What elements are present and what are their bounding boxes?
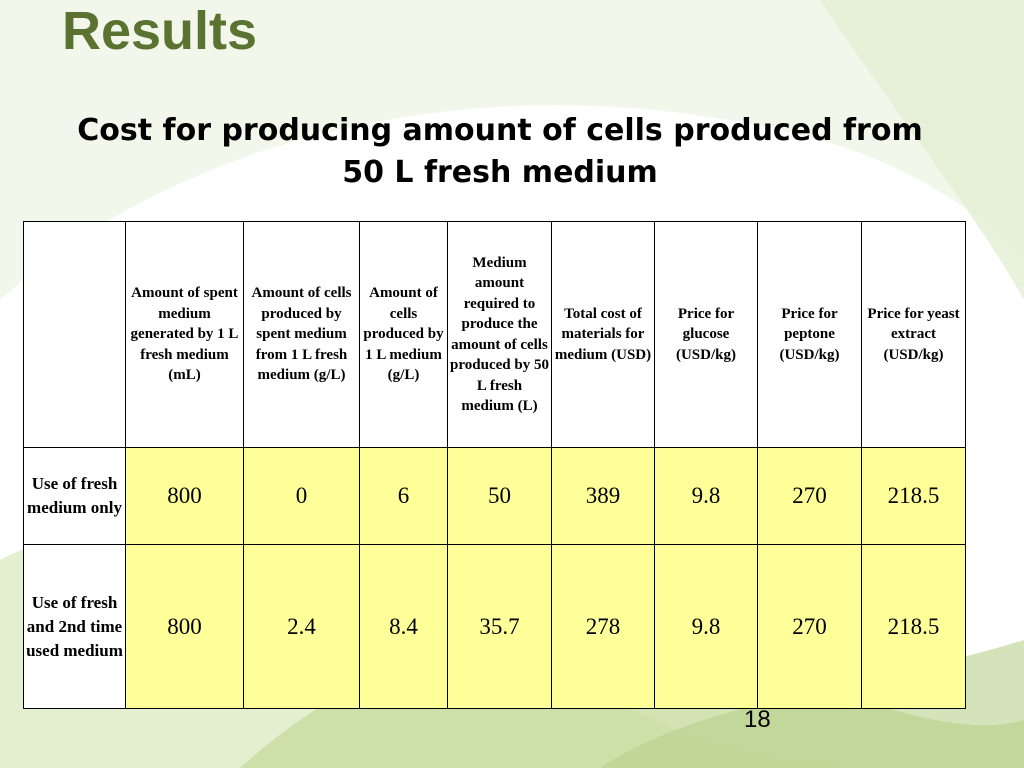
table-header-row: Amount of spent medium generated by 1 L …	[23, 221, 966, 448]
table-cell: 270	[757, 447, 862, 545]
subtitle-line-2: 50 L fresh medium	[342, 155, 658, 190]
table-cell: 218.5	[861, 447, 966, 545]
results-table: Amount of spent medium generated by 1 L …	[23, 221, 966, 709]
table-cell: 800	[125, 447, 244, 545]
table-cell: 8.4	[359, 544, 448, 709]
table-cell: 6	[359, 447, 448, 545]
table-cell: 218.5	[861, 544, 966, 709]
slide-subtitle: Cost for producing amount of cells produ…	[60, 110, 940, 194]
table-cell: 9.8	[654, 544, 758, 709]
table-cell: 800	[125, 544, 244, 709]
header-yeast-extract-price: Price for yeast extract (USD/kg)	[861, 221, 966, 448]
table-cell: 50	[447, 447, 552, 545]
table-cell: 389	[551, 447, 655, 545]
header-total-cost: Total cost of materials for medium (USD)	[551, 221, 655, 448]
table-cell: 0	[243, 447, 360, 545]
row-label: Use of fresh medium only	[23, 447, 126, 545]
table-row: Use of fresh medium only 800 0 6 50 389 …	[23, 447, 966, 545]
table-cell: 278	[551, 544, 655, 709]
header-spent-medium-amount: Amount of spent medium generated by 1 L …	[125, 221, 244, 448]
slide-title: Results	[62, 1, 258, 61]
table-row: Use of fresh and 2nd time used medium 80…	[23, 544, 966, 709]
header-peptone-price: Price for peptone (USD/kg)	[757, 221, 862, 448]
table-cell: 9.8	[654, 447, 758, 545]
header-cell-corner	[23, 221, 126, 448]
header-glucose-price: Price for glucose (USD/kg)	[654, 221, 758, 448]
table-cell: 35.7	[447, 544, 552, 709]
subtitle-line-1: Cost for producing amount of cells produ…	[77, 113, 923, 148]
row-label: Use of fresh and 2nd time used medium	[23, 544, 126, 709]
table-cell: 2.4	[243, 544, 360, 709]
table-cell: 270	[757, 544, 862, 709]
header-cells-from-spent-medium: Amount of cells produced by spent medium…	[243, 221, 360, 448]
page-number: 18	[744, 706, 771, 733]
header-medium-required: Medium amount required to produce the am…	[447, 221, 552, 448]
header-cells-per-liter: Amount of cells produced by 1 L medium (…	[359, 221, 448, 448]
